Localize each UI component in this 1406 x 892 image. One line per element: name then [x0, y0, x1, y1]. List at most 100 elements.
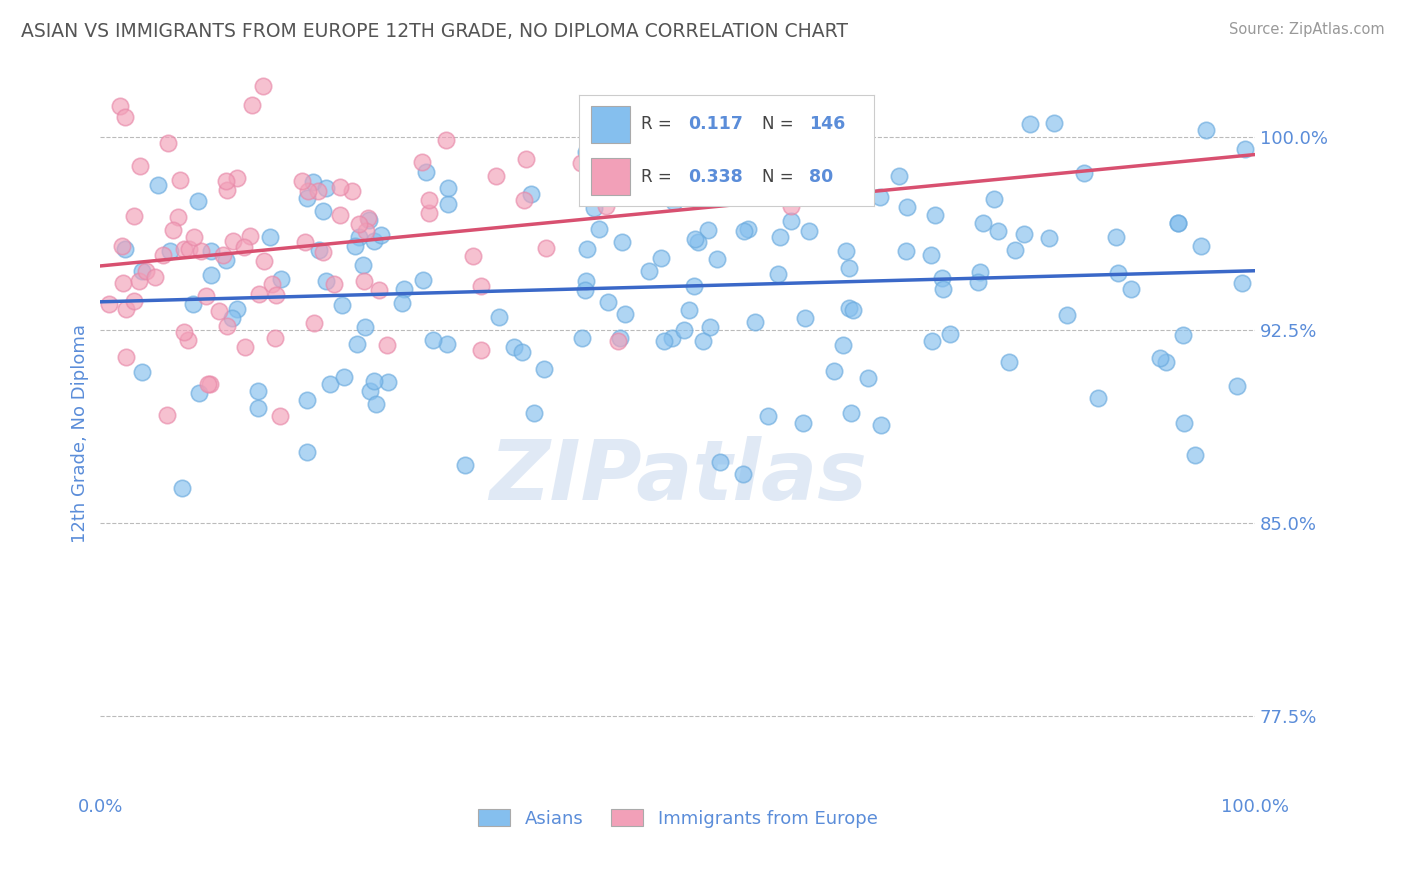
Point [692, 334, 714, 348]
Point [1194, 123, 1216, 137]
Point [173, 242, 195, 256]
Point [159, 244, 181, 258]
Point [769, 229, 792, 244]
Point [412, 273, 434, 287]
Point [744, 315, 766, 329]
Point [780, 199, 803, 213]
Point [260, 277, 283, 291]
Point [1043, 115, 1066, 129]
Point [1119, 282, 1142, 296]
Point [1171, 327, 1194, 342]
Point [574, 283, 596, 297]
Text: ZIPatlas: ZIPatlas [489, 436, 866, 516]
Point [519, 186, 541, 201]
Point [894, 244, 917, 258]
Point [391, 296, 413, 310]
Point [354, 224, 377, 238]
Point [312, 203, 335, 218]
Point [359, 212, 381, 227]
Point [375, 338, 398, 352]
Point [461, 249, 484, 263]
Point [264, 287, 287, 301]
Point [733, 225, 755, 239]
Point [485, 169, 508, 183]
Point [588, 221, 610, 235]
Point [115, 350, 138, 364]
Point [315, 274, 337, 288]
Point [347, 230, 370, 244]
Point [187, 194, 209, 209]
Point [533, 362, 555, 376]
Point [683, 279, 706, 293]
Point [513, 194, 536, 208]
Point [200, 268, 222, 283]
Point [411, 155, 433, 169]
Point [869, 189, 891, 203]
Point [415, 165, 437, 179]
Point [609, 331, 631, 345]
Point [418, 206, 440, 220]
Point [169, 172, 191, 186]
Point [422, 333, 444, 347]
Point [924, 208, 946, 222]
Point [921, 334, 943, 348]
Point [111, 277, 134, 291]
Point [330, 298, 353, 312]
Point [364, 397, 387, 411]
Point [824, 364, 846, 378]
Point [340, 184, 363, 198]
Point [983, 192, 1005, 206]
Point [143, 269, 166, 284]
Point [841, 302, 863, 317]
Point [972, 216, 994, 230]
Point [194, 289, 217, 303]
Point [135, 264, 157, 278]
Point [215, 252, 238, 267]
Point [1189, 239, 1212, 253]
Point [418, 193, 440, 207]
Point [1230, 277, 1253, 291]
Point [114, 110, 136, 124]
Point [152, 248, 174, 262]
Point [177, 333, 200, 347]
Point [246, 384, 269, 398]
Point [208, 303, 231, 318]
Point [156, 408, 179, 422]
Text: Source: ZipAtlas.com: Source: ZipAtlas.com [1229, 22, 1385, 37]
Point [582, 201, 605, 215]
Point [569, 156, 592, 170]
Point [780, 214, 803, 228]
Point [838, 301, 860, 315]
Point [602, 104, 624, 119]
Point [238, 228, 260, 243]
Point [215, 183, 238, 197]
Point [1225, 379, 1247, 393]
Point [733, 467, 755, 482]
Point [179, 242, 201, 256]
Point [295, 445, 318, 459]
Point [128, 274, 150, 288]
Point [998, 355, 1021, 369]
Point [586, 177, 609, 191]
Y-axis label: 12th Grade, No Diploma: 12th Grade, No Diploma [72, 324, 89, 542]
Point [574, 274, 596, 288]
Point [122, 210, 145, 224]
Point [363, 374, 385, 388]
Point [1056, 308, 1078, 322]
Point [247, 287, 270, 301]
Point [363, 234, 385, 248]
Point [662, 195, 685, 210]
Point [607, 334, 630, 348]
Point [595, 199, 617, 213]
Point [129, 159, 152, 173]
Point [575, 145, 598, 159]
Point [221, 310, 243, 325]
Point [503, 341, 526, 355]
Point [297, 393, 319, 408]
Point [637, 264, 659, 278]
Point [264, 330, 287, 344]
Point [1018, 117, 1040, 131]
Point [1149, 351, 1171, 366]
Point [987, 224, 1010, 238]
Point [1105, 230, 1128, 244]
